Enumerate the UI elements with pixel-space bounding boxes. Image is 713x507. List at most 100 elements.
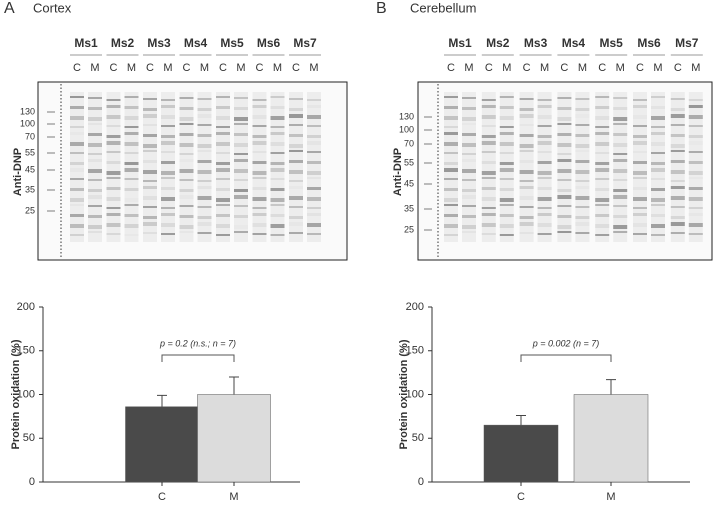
band	[557, 179, 572, 181]
band	[557, 107, 572, 110]
band	[499, 116, 514, 120]
band	[670, 170, 685, 174]
band	[462, 215, 476, 218]
band	[88, 195, 102, 199]
band	[234, 225, 248, 229]
lane-smear	[575, 92, 590, 242]
band	[270, 96, 285, 98]
band	[289, 114, 303, 118]
band	[70, 204, 84, 206]
band	[289, 196, 303, 200]
band	[70, 116, 84, 120]
band	[575, 170, 590, 174]
band	[537, 125, 552, 127]
band	[106, 197, 121, 201]
y-tick-label: 0	[418, 476, 424, 488]
lane-smear	[70, 92, 84, 242]
lane-label: M	[127, 62, 136, 74]
band	[688, 115, 703, 119]
band	[633, 223, 647, 227]
band	[595, 116, 610, 120]
band	[216, 198, 230, 202]
band	[575, 134, 590, 137]
band	[651, 224, 665, 228]
band	[575, 150, 590, 152]
band	[444, 96, 458, 98]
band	[161, 161, 175, 164]
band	[88, 133, 102, 136]
band	[462, 205, 476, 207]
band	[197, 186, 212, 189]
band	[124, 204, 139, 206]
lane-label: M	[540, 62, 549, 74]
band	[670, 98, 685, 100]
band	[651, 234, 665, 236]
band	[70, 234, 84, 236]
mw-marker: 35	[404, 203, 414, 213]
band	[143, 98, 157, 100]
band	[481, 187, 496, 190]
band	[179, 179, 194, 181]
band	[651, 168, 665, 172]
band	[519, 108, 534, 111]
lane-label: C	[256, 62, 264, 74]
lane-smear	[595, 92, 610, 242]
band	[557, 153, 572, 155]
mw-marker: 130	[399, 111, 414, 121]
band	[557, 97, 572, 99]
band	[161, 177, 175, 179]
lane-smear	[481, 92, 496, 242]
band	[252, 135, 267, 138]
band	[124, 198, 139, 202]
band	[70, 152, 84, 154]
x-tick-label: C	[517, 491, 525, 503]
band	[179, 231, 194, 233]
band	[633, 141, 647, 145]
band	[307, 99, 321, 101]
band	[106, 135, 121, 138]
band	[124, 116, 139, 120]
band	[557, 143, 572, 147]
band	[462, 231, 476, 233]
lane-label: M	[273, 62, 282, 74]
band	[519, 170, 534, 174]
lane-label: M	[464, 62, 473, 74]
band	[613, 205, 628, 207]
band	[234, 133, 248, 136]
band	[307, 197, 321, 201]
band	[651, 132, 665, 135]
band	[575, 114, 590, 118]
lane-smear	[537, 92, 552, 242]
band	[70, 198, 84, 202]
band	[88, 169, 102, 173]
band	[519, 150, 534, 152]
panel-title: Cortex	[33, 0, 72, 15]
lane-smear	[179, 92, 194, 242]
band	[143, 108, 157, 111]
lane-label: C	[674, 62, 682, 74]
band	[197, 150, 212, 152]
band	[70, 96, 84, 98]
band	[143, 160, 157, 163]
band	[595, 234, 610, 236]
mouse-label: Ms5	[600, 36, 624, 50]
band	[633, 213, 647, 216]
band	[499, 198, 514, 202]
band	[444, 126, 458, 128]
band	[161, 125, 175, 127]
band	[307, 177, 321, 179]
band	[161, 99, 175, 101]
mouse-label: Ms3	[147, 36, 171, 50]
band	[633, 135, 647, 138]
band	[106, 187, 121, 190]
band	[444, 198, 458, 202]
band	[234, 107, 248, 110]
band	[633, 115, 647, 119]
lane-smear	[216, 92, 230, 242]
band	[557, 225, 572, 229]
band	[197, 232, 212, 234]
mw-marker: 100	[20, 118, 35, 128]
band	[575, 222, 590, 226]
band	[444, 188, 458, 191]
lane-smear	[124, 92, 139, 242]
